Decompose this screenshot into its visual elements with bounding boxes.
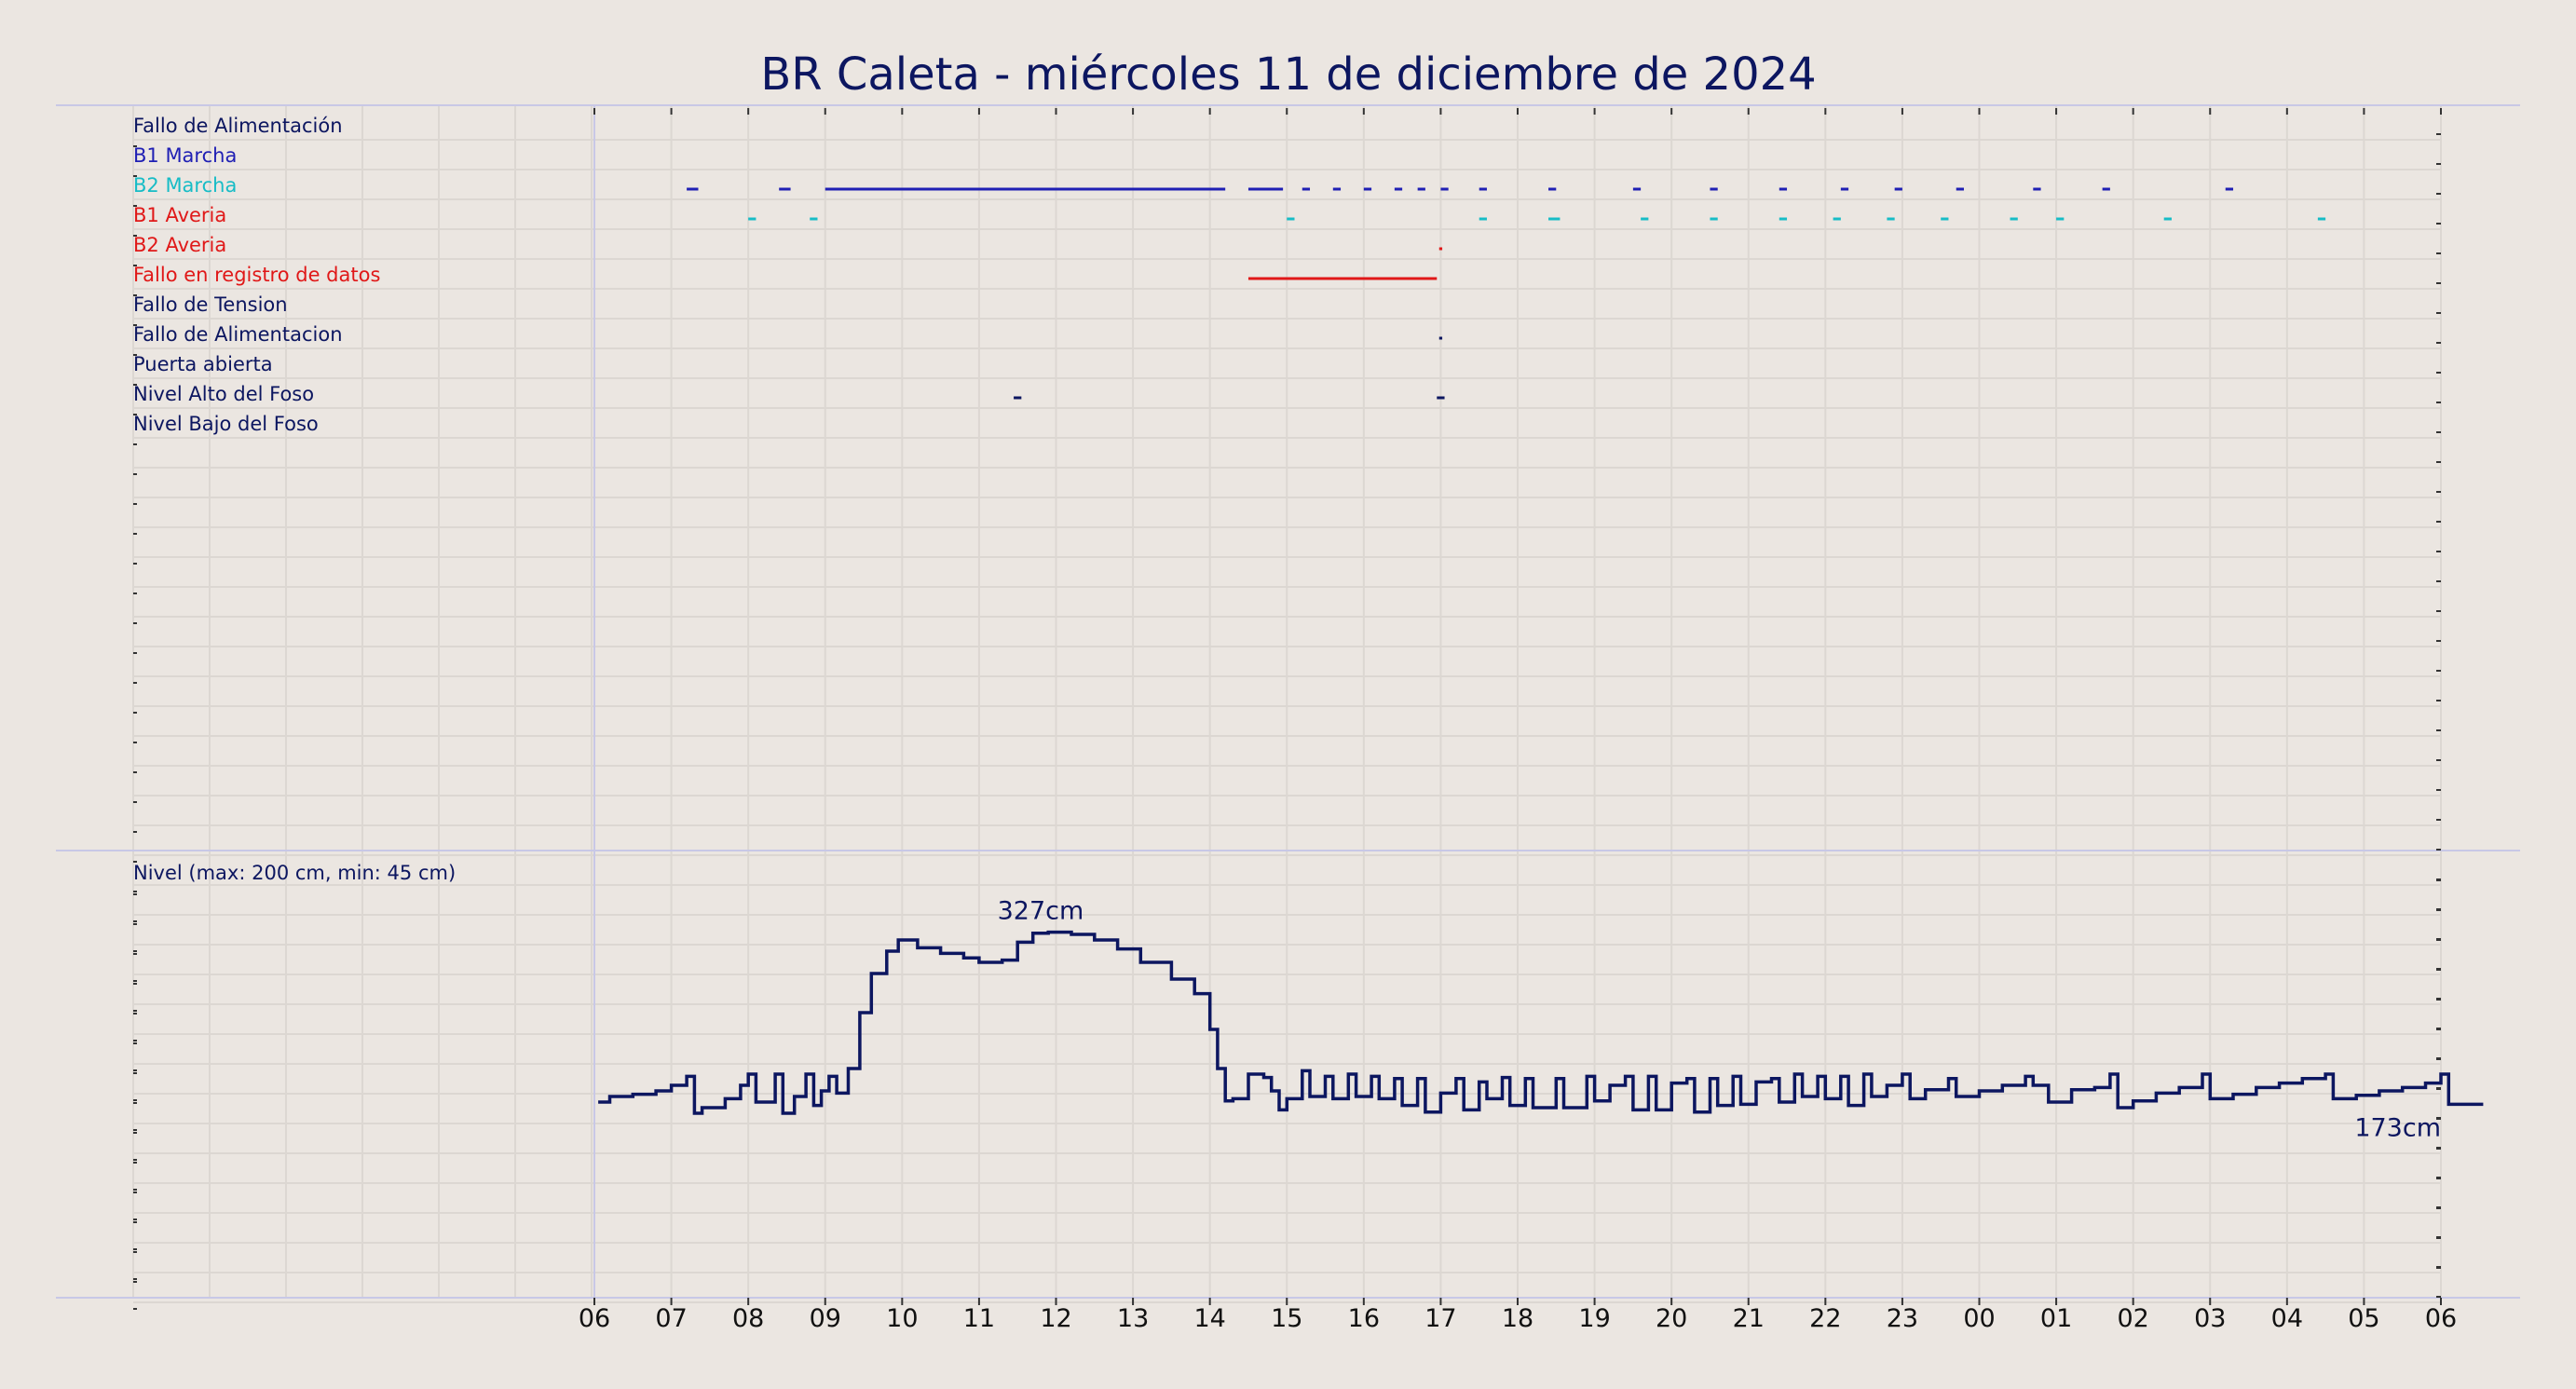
signal-label: Fallo en registro de datos: [133, 264, 380, 286]
x-tick-label: 07: [655, 1304, 687, 1333]
signal-label: B2 Averia: [133, 234, 226, 256]
x-tick-label: 12: [1040, 1304, 1071, 1333]
x-tick-label: 23: [1887, 1304, 1918, 1333]
signal-label: B1 Averia: [133, 204, 226, 226]
x-tick-label: 20: [1656, 1304, 1687, 1333]
x-tick-label: 15: [1271, 1304, 1302, 1333]
x-tick-label: 06: [579, 1304, 610, 1333]
x-tick-label: 04: [2271, 1304, 2303, 1333]
x-tick-label: 01: [2040, 1304, 2072, 1333]
signal-label: B2 Marcha: [133, 174, 237, 197]
x-tick-label: 22: [1809, 1304, 1841, 1333]
signal-label: Fallo de Alimentación: [133, 115, 343, 137]
x-tick-label: 17: [1424, 1304, 1456, 1333]
signal-label: Fallo de Tension: [133, 293, 288, 316]
signal-marks: [687, 187, 2326, 400]
x-tick-label: 09: [810, 1304, 841, 1333]
x-tick-label: 10: [886, 1304, 918, 1333]
max-value-label: 327cm: [998, 897, 1084, 926]
x-tick-label: 00: [1963, 1304, 1995, 1333]
x-tick-label: 13: [1117, 1304, 1149, 1333]
x-tick-label: 21: [1733, 1304, 1765, 1333]
x-tick-label: 18: [1502, 1304, 1533, 1333]
panel-frames: [56, 104, 2520, 1299]
last-value-label: 173cm: [2354, 1113, 2441, 1142]
x-tick-label: 14: [1193, 1304, 1225, 1333]
y-ticks: [133, 108, 2442, 1310]
signal-label: Fallo de Alimentacion: [133, 323, 343, 346]
x-tick-label: 16: [1348, 1304, 1380, 1333]
chart-title: BR Caleta - miércoles 11 de diciembre de…: [760, 48, 1816, 101]
signal-labels: Fallo de Alimentación B1 Marcha B2 Marcha B…: [133, 115, 380, 435]
x-tick-label: 05: [2348, 1304, 2379, 1333]
level-label: Nivel (max: 200 cm, min: 45 cm): [133, 862, 456, 884]
x-tick-label: 11: [963, 1304, 995, 1333]
signal-label: B1 Marcha: [133, 144, 237, 167]
level-series-line: [598, 930, 2484, 1115]
x-tick-label: 02: [2117, 1304, 2148, 1333]
grid: [132, 105, 2442, 1303]
x-tick-label: 06: [2425, 1304, 2457, 1333]
x-axis: 06 07 08 09 10 11 12 13 14 15 16 17 18 19 20 21 22 23 00 01…: [579, 1298, 2457, 1333]
signal-label: Nivel Bajo del Foso: [133, 413, 319, 435]
x-tick-label: 19: [1578, 1304, 1610, 1333]
signal-label: Puerta abierta: [133, 353, 273, 375]
signal-label: Nivel Alto del Foso: [133, 383, 314, 405]
x-tick-label: 03: [2194, 1304, 2226, 1333]
x-tick-label: 08: [732, 1304, 764, 1333]
